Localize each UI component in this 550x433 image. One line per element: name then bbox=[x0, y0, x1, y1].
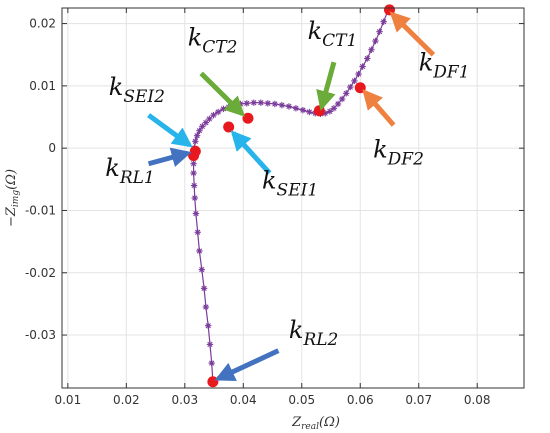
label-ct1: kCT1 bbox=[308, 17, 358, 51]
plot-area bbox=[62, 8, 524, 388]
data-point bbox=[208, 359, 215, 367]
grid bbox=[62, 8, 524, 388]
label-df2: kDF2 bbox=[373, 136, 424, 170]
data-point bbox=[364, 55, 371, 62]
data-point bbox=[196, 127, 203, 134]
x-tick-label: 0.01 bbox=[54, 393, 81, 407]
data-point bbox=[278, 101, 286, 109]
data-point bbox=[196, 247, 203, 255]
data-point bbox=[338, 95, 346, 103]
data-point bbox=[190, 160, 197, 167]
x-tick-label: 0.04 bbox=[230, 393, 257, 407]
data-point bbox=[334, 100, 342, 108]
x-axis-label: Zreal(Ω) bbox=[291, 415, 340, 432]
plot-frame bbox=[61, 7, 525, 389]
data-point bbox=[202, 119, 210, 126]
data-point bbox=[271, 100, 279, 108]
data-point bbox=[194, 229, 201, 236]
annotations: kDF1 kCT1 kCT2 kSEI2 kRL1 kSEI1 kDF2 kRL2 bbox=[105, 11, 470, 381]
label-ct2: kCT2 bbox=[188, 23, 238, 57]
data-point bbox=[257, 99, 265, 106]
data-point bbox=[200, 285, 208, 292]
data-point bbox=[343, 90, 350, 97]
highlight-point-rl2 bbox=[207, 376, 219, 388]
data-point bbox=[250, 99, 258, 106]
data-point bbox=[190, 169, 197, 177]
label-rl1: kRL1 bbox=[105, 154, 154, 188]
y-tick-label: -0.03 bbox=[25, 328, 56, 342]
arrow-rl1 bbox=[147, 147, 192, 167]
data-point bbox=[192, 210, 200, 217]
data-point bbox=[359, 63, 366, 70]
arrow-rl2 bbox=[214, 348, 280, 381]
highlight-point-df2 bbox=[354, 82, 366, 94]
y-axis: 0.02 0.01 0 -0.01 -0.02 -0.03 bbox=[25, 17, 524, 342]
data-point bbox=[206, 341, 214, 348]
data-point bbox=[380, 18, 387, 25]
data-point bbox=[206, 115, 213, 123]
data-point bbox=[205, 322, 212, 329]
label-sei1: kSEI1 bbox=[262, 167, 318, 201]
data-point bbox=[299, 106, 307, 114]
arrow-ct2 bbox=[199, 71, 245, 117]
data-point bbox=[351, 77, 358, 85]
y-tick-label: 0 bbox=[48, 141, 56, 155]
label-rl2: kRL2 bbox=[289, 316, 338, 350]
data-point bbox=[326, 108, 334, 115]
arrow-sei2 bbox=[147, 113, 193, 148]
data-point bbox=[191, 194, 198, 202]
arrow-df1 bbox=[389, 11, 436, 57]
data-point bbox=[355, 70, 362, 78]
data-point bbox=[202, 303, 210, 311]
data-point bbox=[210, 111, 217, 119]
data-point bbox=[243, 100, 250, 107]
data-point bbox=[347, 83, 354, 91]
arrow-sei1 bbox=[230, 130, 272, 175]
highlight-point-sei2 bbox=[189, 145, 201, 157]
x-tick-label: 0.08 bbox=[464, 393, 491, 407]
y-tick-label: 0.02 bbox=[29, 17, 56, 31]
arrow-df2 bbox=[362, 89, 396, 127]
y-tick-label: 0.01 bbox=[29, 79, 56, 93]
data-point bbox=[292, 105, 300, 112]
y-tick-label: -0.02 bbox=[25, 266, 56, 280]
x-tick-label: 0.05 bbox=[288, 393, 315, 407]
data-point bbox=[285, 103, 293, 110]
data-point bbox=[190, 182, 198, 189]
data-point bbox=[192, 138, 199, 145]
x-tick-label: 0.02 bbox=[113, 393, 140, 407]
arrow-ct1 bbox=[316, 61, 337, 111]
data-point bbox=[214, 108, 222, 116]
x-tick-label: 0.03 bbox=[171, 393, 198, 407]
data-point bbox=[264, 100, 272, 107]
label-sei2: kSEI2 bbox=[109, 73, 165, 107]
data-point bbox=[376, 28, 383, 35]
y-axis-label: −Zimg(Ω) bbox=[4, 169, 21, 227]
label-df1: kDF1 bbox=[419, 48, 470, 82]
data-point bbox=[198, 266, 205, 273]
highlight-point-sei1 bbox=[223, 121, 235, 133]
y-tick-label: -0.01 bbox=[25, 203, 56, 217]
highlight-point-ct2 bbox=[242, 112, 254, 124]
data-point bbox=[372, 37, 379, 45]
data-point bbox=[306, 108, 313, 116]
x-tick-label: 0.07 bbox=[405, 393, 432, 407]
data-point bbox=[368, 46, 375, 53]
data-point bbox=[193, 132, 201, 139]
x-axis: 0.01 0.02 0.03 0.04 0.05 0.06 0.07 0.08 bbox=[54, 8, 491, 407]
x-tick-label: 0.06 bbox=[347, 393, 374, 407]
